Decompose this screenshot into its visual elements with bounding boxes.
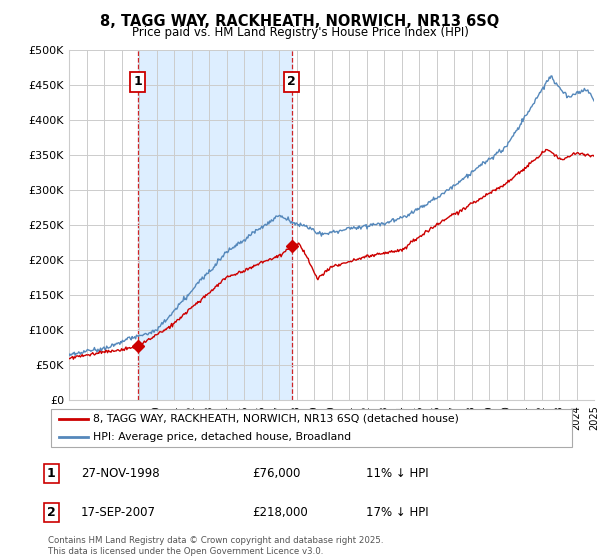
FancyBboxPatch shape [50, 409, 572, 447]
Text: 27-NOV-1998: 27-NOV-1998 [81, 466, 160, 480]
Text: 1: 1 [133, 76, 142, 88]
Bar [137, 50, 292, 400]
Text: HPI: Average price, detached house, Broadland: HPI: Average price, detached house, Broa… [93, 432, 351, 442]
Text: 8, TAGG WAY, RACKHEATH, NORWICH, NR13 6SQ: 8, TAGG WAY, RACKHEATH, NORWICH, NR13 6S… [100, 14, 500, 29]
Text: 1: 1 [47, 466, 55, 480]
Text: 8, TAGG WAY, RACKHEATH, NORWICH, NR13 6SQ (detached house): 8, TAGG WAY, RACKHEATH, NORWICH, NR13 6S… [93, 414, 459, 423]
Text: Price paid vs. HM Land Registry's House Price Index (HPI): Price paid vs. HM Land Registry's House … [131, 26, 469, 39]
Text: 17% ↓ HPI: 17% ↓ HPI [366, 506, 428, 519]
Text: £218,000: £218,000 [252, 506, 308, 519]
Text: 2: 2 [47, 506, 55, 519]
Text: 11% ↓ HPI: 11% ↓ HPI [366, 466, 428, 480]
Text: 17-SEP-2007: 17-SEP-2007 [81, 506, 156, 519]
Text: 2: 2 [287, 76, 296, 88]
Text: £76,000: £76,000 [252, 466, 301, 480]
Text: Contains HM Land Registry data © Crown copyright and database right 2025.
This d: Contains HM Land Registry data © Crown c… [48, 536, 383, 556]
